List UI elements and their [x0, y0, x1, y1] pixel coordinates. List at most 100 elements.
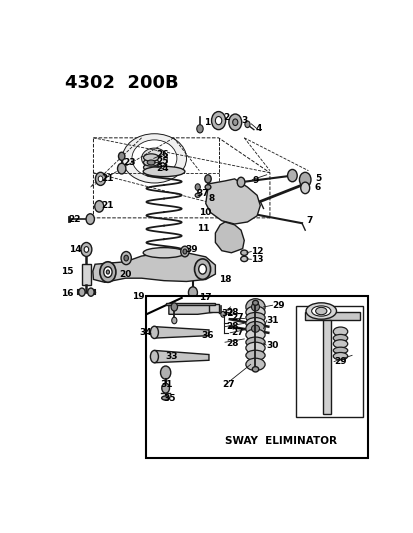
Text: 28: 28: [226, 322, 239, 331]
Text: 37: 37: [196, 189, 209, 198]
Ellipse shape: [240, 250, 247, 255]
Text: 10: 10: [199, 208, 211, 217]
Polygon shape: [154, 327, 209, 338]
Ellipse shape: [245, 337, 264, 348]
Ellipse shape: [143, 166, 185, 176]
Circle shape: [198, 264, 206, 274]
Ellipse shape: [122, 134, 186, 183]
Ellipse shape: [332, 334, 347, 342]
Text: 17: 17: [198, 293, 211, 302]
Text: 31: 31: [266, 316, 278, 325]
Ellipse shape: [245, 306, 264, 318]
Ellipse shape: [332, 347, 347, 354]
Text: 22: 22: [68, 215, 80, 224]
Text: 23: 23: [123, 158, 135, 167]
Polygon shape: [154, 350, 209, 363]
Ellipse shape: [315, 308, 326, 314]
Ellipse shape: [188, 293, 197, 298]
Text: 28: 28: [226, 338, 239, 348]
Ellipse shape: [252, 301, 258, 305]
Ellipse shape: [332, 340, 347, 348]
Ellipse shape: [204, 184, 210, 190]
Circle shape: [220, 311, 225, 317]
Text: 27: 27: [222, 381, 235, 390]
Text: 11: 11: [196, 224, 209, 232]
Text: 4: 4: [255, 124, 261, 133]
Circle shape: [237, 177, 244, 187]
Circle shape: [106, 270, 109, 274]
Circle shape: [215, 117, 221, 125]
Circle shape: [195, 184, 200, 190]
Text: 5: 5: [314, 174, 320, 183]
Text: 16: 16: [61, 289, 73, 298]
Ellipse shape: [143, 248, 185, 258]
Text: 20: 20: [119, 270, 131, 279]
Text: 9: 9: [252, 176, 258, 185]
Text: 7: 7: [306, 216, 313, 225]
Text: 15: 15: [61, 266, 73, 276]
Text: 19: 19: [132, 292, 144, 301]
Ellipse shape: [143, 154, 159, 161]
Ellipse shape: [245, 350, 264, 360]
Circle shape: [228, 114, 241, 131]
Circle shape: [161, 383, 169, 393]
Polygon shape: [165, 303, 215, 305]
Ellipse shape: [251, 303, 259, 311]
Text: 39: 39: [185, 245, 197, 254]
Circle shape: [204, 175, 211, 183]
Text: 26: 26: [156, 150, 168, 159]
Circle shape: [78, 288, 85, 296]
Text: 33: 33: [165, 352, 178, 361]
Text: 2: 2: [223, 113, 229, 122]
Text: 28: 28: [226, 308, 239, 317]
Text: 29: 29: [272, 301, 285, 310]
Polygon shape: [93, 253, 215, 282]
Circle shape: [188, 287, 197, 298]
Text: 13: 13: [251, 255, 263, 264]
Polygon shape: [304, 312, 359, 320]
Circle shape: [300, 182, 309, 193]
Text: 35: 35: [163, 394, 176, 403]
Text: 30: 30: [266, 341, 278, 350]
Circle shape: [171, 317, 176, 324]
Polygon shape: [205, 179, 260, 224]
Ellipse shape: [240, 256, 247, 262]
Ellipse shape: [143, 159, 159, 166]
Circle shape: [95, 200, 104, 212]
Text: 29: 29: [333, 357, 346, 366]
Circle shape: [244, 121, 249, 127]
Circle shape: [183, 249, 186, 254]
Circle shape: [97, 204, 101, 209]
Text: 18: 18: [218, 275, 230, 284]
Circle shape: [88, 288, 94, 296]
Circle shape: [299, 172, 310, 187]
Text: 25: 25: [156, 157, 168, 166]
Circle shape: [118, 152, 125, 160]
Text: 6: 6: [314, 183, 320, 191]
Ellipse shape: [305, 303, 336, 319]
Ellipse shape: [332, 352, 347, 360]
Text: 1: 1: [204, 118, 210, 127]
Ellipse shape: [195, 193, 200, 197]
Circle shape: [180, 246, 189, 257]
Text: 32: 32: [221, 309, 233, 318]
Ellipse shape: [252, 367, 258, 372]
Ellipse shape: [150, 350, 158, 363]
Ellipse shape: [141, 148, 167, 168]
Circle shape: [117, 163, 126, 174]
Ellipse shape: [245, 298, 264, 315]
Ellipse shape: [251, 325, 259, 332]
Circle shape: [84, 247, 88, 252]
Circle shape: [86, 214, 94, 224]
Circle shape: [81, 243, 92, 256]
Ellipse shape: [245, 312, 264, 322]
Ellipse shape: [132, 140, 176, 177]
Text: 3: 3: [240, 116, 247, 125]
Bar: [295, 306, 362, 417]
Polygon shape: [169, 304, 213, 314]
Text: 14: 14: [69, 245, 82, 254]
Text: SWAY  ELIMINATOR: SWAY ELIMINATOR: [225, 435, 336, 446]
Circle shape: [100, 262, 116, 282]
Ellipse shape: [245, 358, 264, 370]
Text: 4302  200B: 4302 200B: [64, 74, 178, 92]
